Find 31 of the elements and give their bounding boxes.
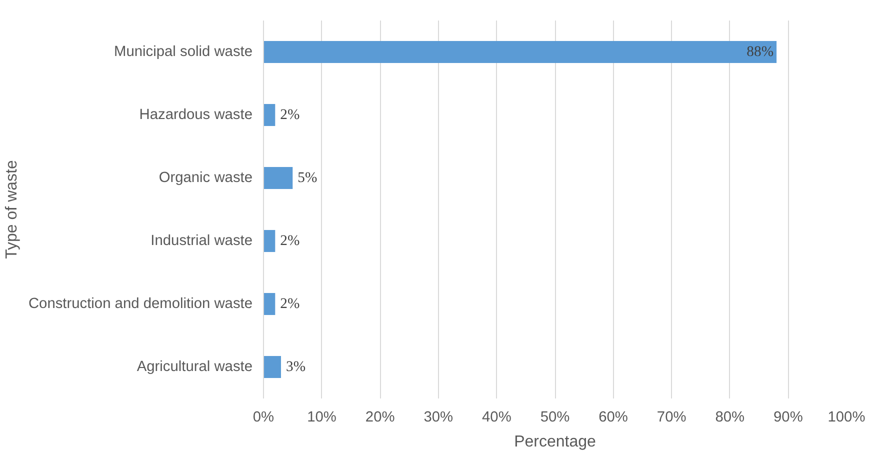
x-tick-label: 40% [482, 410, 512, 426]
y-tick-label: Municipal solid waste [114, 44, 252, 60]
y-tick-label: Industrial waste [150, 233, 252, 249]
bar [264, 40, 777, 64]
x-tick-label: 70% [656, 410, 686, 426]
bar [264, 356, 281, 378]
data-label: 5% [298, 170, 318, 186]
data-label: 88% [746, 44, 774, 60]
bar [264, 104, 276, 126]
y-tick-label: Agricultural waste [136, 359, 253, 375]
x-tick-label: 100% [828, 410, 866, 426]
x-axis-title: Percentage [514, 434, 596, 450]
y-tick-label: Hazardous waste [139, 107, 253, 123]
bar [264, 292, 276, 316]
x-tick-label: 10% [307, 410, 336, 426]
bar [264, 166, 293, 190]
y-axis-title: Type of waste [3, 160, 20, 259]
data-label: 2% [280, 233, 300, 249]
data-label: 2% [280, 296, 300, 312]
y-tick-label: Construction and demolition waste [28, 296, 253, 312]
data-label: 3% [286, 359, 306, 375]
x-tick-label: 90% [774, 410, 803, 426]
x-tick-label: 20% [365, 410, 395, 426]
x-tick-label: 50% [540, 410, 570, 426]
x-tick-label: 60% [598, 410, 628, 426]
bar [264, 230, 276, 252]
data-label: 2% [280, 107, 300, 123]
y-tick-label: Organic waste [158, 170, 253, 186]
x-tick-label: 80% [715, 410, 745, 426]
x-tick-label: 30% [424, 410, 454, 426]
x-tick-label: 0% [252, 410, 274, 426]
